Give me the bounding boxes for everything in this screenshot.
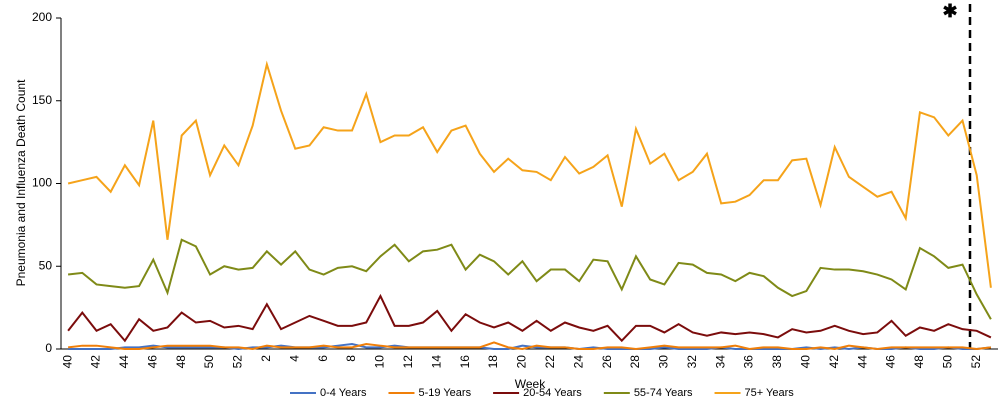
x-tick-label: 14	[429, 355, 443, 369]
x-tick-label: 40	[799, 355, 813, 369]
legend-label: 20-54 Years	[523, 387, 582, 399]
x-tick-label: 34	[713, 355, 727, 369]
x-tick-label: 2	[259, 355, 273, 362]
x-tick-label: 50	[940, 355, 954, 369]
annotation: ✱	[942, 1, 957, 21]
x-tick-label: 42	[89, 355, 103, 369]
x-tick-label: 44	[855, 355, 869, 369]
y-axis-title: Pneumonia and Influenza Death Count	[14, 79, 28, 286]
series-line	[67, 293, 992, 343]
x-tick-label: 52	[969, 355, 983, 369]
x-tick-label: 26	[600, 355, 614, 369]
x-tick-label: 36	[742, 355, 756, 369]
x-tick-label: 22	[543, 355, 557, 369]
x-tick-label: 6	[316, 355, 330, 362]
x-tick-label: 24	[571, 355, 585, 369]
x-tick-label: 48	[174, 355, 188, 369]
x-tick-label: 8	[344, 355, 358, 362]
x-tick-label: 18	[486, 355, 500, 369]
x-tick-label: 46	[145, 355, 159, 369]
x-tick-label: 10	[373, 355, 387, 369]
x-tick-label: 20	[515, 355, 529, 369]
y-tick-label: 100	[32, 176, 52, 190]
y-tick-label: 200	[32, 10, 52, 24]
y-tick-label: 50	[39, 258, 53, 272]
series-line	[67, 341, 992, 351]
series-line	[67, 238, 992, 320]
x-tick-label: 32	[685, 355, 699, 369]
legend-label: 75+ Years	[745, 387, 795, 399]
series-line	[67, 60, 992, 288]
legend-label: 55-74 Years	[634, 387, 693, 399]
x-tick-label: 46	[884, 355, 898, 369]
y-tick-label: 0	[45, 341, 52, 355]
x-tick-label: 12	[401, 355, 415, 369]
x-tick-label: 40	[60, 355, 74, 369]
x-tick-label: 42	[827, 355, 841, 369]
x-tick-label: 4	[287, 355, 301, 362]
x-tick-label: 16	[458, 355, 472, 369]
legend-label: 0-4 Years	[320, 387, 367, 399]
x-axis-title: Week	[515, 377, 546, 391]
x-tick-label: 48	[912, 355, 926, 369]
x-tick-label: 30	[657, 355, 671, 369]
y-tick-label: 150	[32, 93, 52, 107]
x-tick-label: 44	[117, 355, 131, 369]
x-tick-label: 50	[202, 355, 216, 369]
x-tick-label: 52	[231, 355, 245, 369]
x-tick-label: 38	[770, 355, 784, 369]
x-tick-label: 28	[628, 355, 642, 369]
legend-label: 5-19 Years	[418, 387, 471, 399]
